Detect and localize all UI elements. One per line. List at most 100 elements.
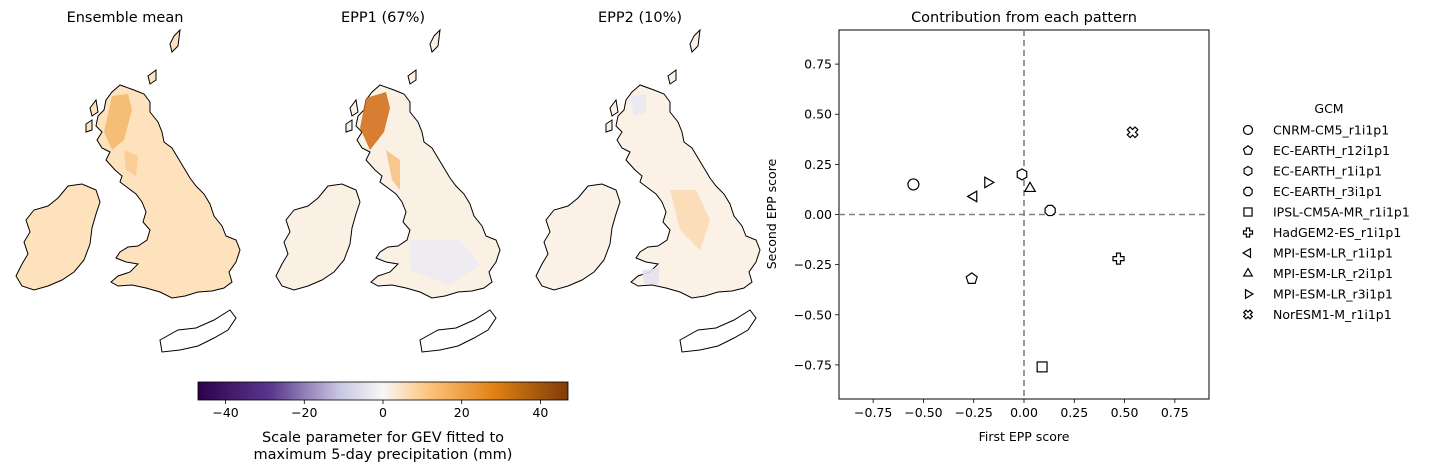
data-point <box>984 176 996 189</box>
map-panel-ensemble-mean: Ensemble mean <box>15 10 241 353</box>
legend-entries: CNRM-CM5_r1i1p1 EC-EARTH_r12i1p1 EC-EARTH_… <box>1241 123 1410 322</box>
pentagon-marker-shape <box>1242 145 1254 155</box>
map-title: EPP1 (67%) <box>341 10 425 26</box>
x-axis-ticks: −0.75 −0.50 −0.25 0.00 0.25 0.50 0.75 <box>854 399 1189 420</box>
data-point <box>966 190 978 203</box>
map-title: EPP2 (10%) <box>598 10 682 26</box>
x-tick-label: 0.00 <box>1010 405 1038 420</box>
legend-marker <box>1243 186 1253 197</box>
colorbar-tick-label: 40 <box>532 405 548 420</box>
y-tick-label: −0.75 <box>794 357 832 372</box>
colorbar: −40 −20 0 20 40 Scale parameter for GEV fitt… <box>197 381 569 463</box>
colorbar-tick-label: 20 <box>454 405 470 420</box>
y-tick-label: 0.75 <box>804 57 832 72</box>
legend: GCM CNRM-CM5_r1i1p1 EC-EARTH_r12i1p1 EC-EA… <box>1241 101 1410 322</box>
legend-entry-label: MPI-ESM-LR_r2i1p1 <box>1273 266 1393 281</box>
legend-marker <box>1242 309 1254 320</box>
colorbar-bar <box>197 381 569 401</box>
x-axis-label: First EPP score <box>979 429 1070 444</box>
legend-entry-label: MPI-ESM-LR_r1i1p1 <box>1273 246 1393 261</box>
map-panel-epp1: EPP1 (67%) <box>275 10 501 353</box>
map-title: Ensemble mean <box>67 10 184 26</box>
square-marker-shape <box>1036 361 1048 373</box>
map-south-coast <box>419 309 497 353</box>
map-highlight <box>410 240 480 285</box>
legend-marker <box>1242 124 1254 136</box>
legend-entry-label: EC-EARTH_r1i1p1 <box>1273 164 1382 179</box>
colorbar-label-line2: maximum 5-day precipitation (mm) <box>254 447 513 463</box>
triangle-up-marker-shape <box>1242 267 1254 277</box>
data-point <box>1016 168 1028 181</box>
octagon-marker-shape <box>1243 186 1253 197</box>
data-point <box>1112 252 1125 265</box>
legend-entry-label: IPSL-CM5A-MR_r1i1p1 <box>1273 205 1410 220</box>
legend-marker <box>1244 288 1255 300</box>
x-tick-label: 0.75 <box>1161 405 1189 420</box>
colorbar-ticks: −40 −20 0 20 40 <box>212 400 548 420</box>
colorbar-tick-label: 0 <box>379 405 387 420</box>
map-highlight <box>630 94 646 116</box>
legend-marker <box>1242 145 1254 155</box>
y-tick-label: 0.00 <box>804 207 832 222</box>
hexagon-marker-shape <box>1243 165 1253 177</box>
legend-marker <box>1241 247 1252 259</box>
y-axis-label: Second EPP score <box>764 158 779 269</box>
map-highlight <box>104 94 132 150</box>
chart-title: Contribution from each pattern <box>911 10 1137 26</box>
scatter-points <box>907 126 1139 373</box>
x-tick-label: −0.25 <box>955 405 993 420</box>
legend-title: GCM <box>1314 101 1343 116</box>
plus-marker-shape <box>1112 252 1125 265</box>
legend-marker <box>1243 165 1253 177</box>
colorbar-tick-label: −20 <box>291 405 317 420</box>
y-axis-ticks: 0.75 0.50 0.25 0.00 −0.25 −0.50 −0.75 <box>794 57 839 372</box>
scatter-chart: Contribution from each pattern −0.75 −0.5… <box>764 10 1210 444</box>
map-highlight <box>124 150 138 176</box>
legend-entry-label: HadGEM2-ES_r1i1p1 <box>1273 225 1401 240</box>
x-filled-marker-shape <box>1242 309 1254 320</box>
data-point <box>1126 126 1139 139</box>
triangle-right-marker-shape <box>984 176 996 189</box>
triangle-left-marker-shape <box>1241 247 1252 259</box>
colorbar-tick-label: −40 <box>212 405 238 420</box>
data-point <box>1023 181 1037 193</box>
data-point <box>907 178 920 191</box>
map-panel-epp2: EPP2 (10%) <box>535 10 761 353</box>
circle-marker-shape <box>1242 124 1254 136</box>
x-filled-marker-shape <box>1126 126 1139 139</box>
data-point <box>965 272 978 284</box>
x-tick-label: −0.50 <box>904 405 942 420</box>
y-tick-label: −0.50 <box>794 307 832 322</box>
circle-marker-shape <box>907 178 920 191</box>
legend-entry-label: EC-EARTH_r12i1p1 <box>1273 143 1390 158</box>
y-tick-label: −0.25 <box>794 257 832 272</box>
triangle-up-marker-shape <box>1023 181 1037 193</box>
triangle-left-marker-shape <box>966 190 978 203</box>
square-marker-shape <box>1243 207 1253 217</box>
y-tick-label: 0.50 <box>804 107 832 122</box>
data-point <box>1036 361 1048 373</box>
pentagon-marker-shape <box>965 272 978 284</box>
triangle-right-marker-shape <box>1244 288 1255 300</box>
hexagon-marker-shape <box>1016 168 1028 181</box>
map-south-coast <box>679 309 757 353</box>
data-point <box>1044 204 1056 217</box>
x-tick-label: −0.75 <box>854 405 892 420</box>
legend-entry-label: MPI-ESM-LR_r3i1p1 <box>1273 287 1393 302</box>
legend-marker <box>1243 207 1253 217</box>
map-highlight <box>670 190 710 250</box>
legend-entry-label: CNRM-CM5_r1i1p1 <box>1273 123 1389 138</box>
legend-entry-label: EC-EARTH_r3i1p1 <box>1273 184 1382 199</box>
legend-marker <box>1242 267 1254 277</box>
x-tick-label: 0.25 <box>1060 405 1088 420</box>
legend-entry-label: NorESM1-M_r1i1p1 <box>1273 307 1392 322</box>
x-tick-label: 0.50 <box>1111 405 1139 420</box>
y-tick-label: 0.25 <box>804 157 832 172</box>
map-highlight <box>360 92 390 150</box>
map-south-coast <box>159 309 237 353</box>
plus-marker-shape <box>1242 227 1254 238</box>
map-highlight <box>642 268 660 284</box>
octagon-marker-shape <box>1044 204 1056 217</box>
legend-marker <box>1242 227 1254 238</box>
